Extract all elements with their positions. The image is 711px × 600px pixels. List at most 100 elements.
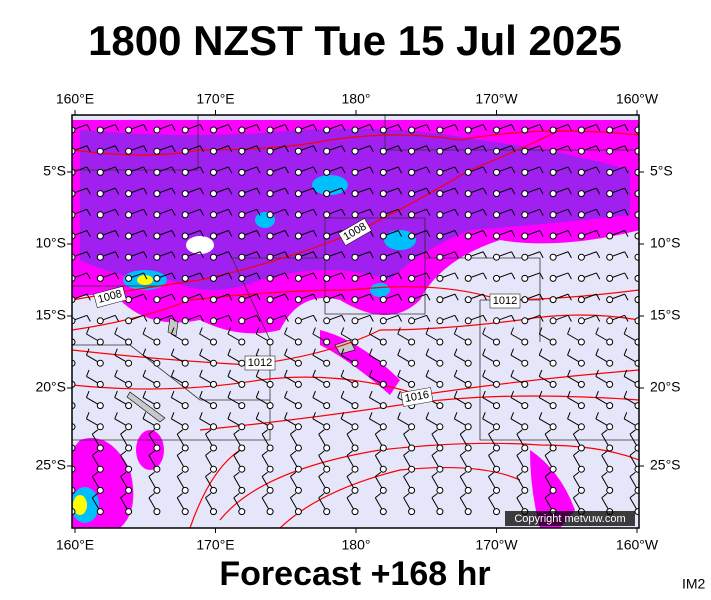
- barb-feather: [256, 209, 261, 216]
- rain-area: [80, 128, 630, 290]
- barb-feather: [256, 187, 261, 195]
- barb-feather: [454, 145, 459, 153]
- wind-barbs: [72, 124, 639, 516]
- barb-feather: [284, 145, 289, 153]
- barb-feather: [312, 124, 318, 131]
- barb-station: [266, 380, 274, 388]
- barb-station: [379, 147, 387, 155]
- barb-feather: [341, 251, 346, 259]
- barb-feather: [544, 450, 551, 456]
- barb-station: [294, 317, 302, 325]
- barb-feather: [601, 450, 608, 456]
- barb-feather: [482, 412, 486, 419]
- barb-feather: [544, 429, 551, 435]
- barb-station: [210, 296, 217, 304]
- barb-station: [294, 274, 302, 282]
- barb-station: [464, 359, 472, 367]
- barb-feather: [261, 429, 268, 435]
- barb-station: [323, 486, 331, 494]
- barb-station: [464, 402, 472, 410]
- barb-station: [408, 168, 416, 176]
- barb-feather: [148, 471, 155, 477]
- barb-feather: [539, 145, 544, 153]
- barb-feather: [312, 251, 318, 259]
- barb-feather: [623, 390, 628, 398]
- barb-station: [181, 508, 189, 516]
- barb-feather: [171, 272, 176, 280]
- barb-station: [323, 147, 331, 155]
- barb-feather: [205, 493, 212, 499]
- barb-feather: [511, 124, 516, 131]
- barb-feather: [227, 348, 232, 356]
- barb-station: [210, 190, 217, 198]
- barb-station: [351, 211, 359, 219]
- barb-feather: [114, 124, 120, 131]
- barb-station: [408, 508, 416, 516]
- barb-station: [238, 190, 246, 198]
- rain-core: [312, 175, 348, 195]
- copyright: Copyright metvuw.com: [514, 513, 625, 525]
- barb-feather: [369, 293, 374, 301]
- barb-station: [464, 380, 472, 388]
- barb-feather: [170, 390, 175, 398]
- barb-station: [577, 274, 585, 282]
- barb-feather: [176, 450, 184, 456]
- barb-station: [408, 232, 416, 240]
- barb-feather: [567, 230, 572, 237]
- barb-feather: [453, 327, 458, 335]
- barb-feather: [170, 369, 175, 377]
- barb-feather: [511, 166, 516, 174]
- lat-label: 15°S: [650, 307, 681, 323]
- barb-feather: [171, 166, 176, 174]
- barb-feather: [143, 166, 148, 174]
- barb-station: [379, 338, 387, 346]
- barb-station: [549, 402, 557, 410]
- barb-station: [549, 296, 557, 304]
- barb-station: [379, 317, 387, 325]
- barb-station: [153, 465, 161, 473]
- barb-station: [181, 359, 189, 367]
- barb-station: [153, 444, 161, 452]
- barb-feather: [624, 293, 629, 301]
- barb-feather: [199, 230, 204, 237]
- barb-feather: [142, 369, 147, 377]
- barb-station: [266, 317, 274, 325]
- barb-station: [125, 317, 133, 325]
- barb-feather: [397, 293, 403, 301]
- barb-station: [408, 465, 416, 473]
- barb-station: [379, 486, 387, 494]
- barb-feather: [488, 450, 495, 456]
- barb-station: [521, 274, 529, 282]
- barb-station: [521, 338, 529, 346]
- barb-feather: [86, 187, 91, 195]
- barb-feather: [595, 209, 601, 216]
- barb-station: [294, 444, 302, 452]
- barb-station: [408, 126, 416, 134]
- barb-feather: [425, 412, 430, 419]
- barb-feather: [114, 209, 120, 216]
- barb-station: [351, 253, 359, 261]
- lon-label: 160°W: [616, 537, 659, 553]
- barb-feather: [312, 412, 316, 419]
- barb-station: [266, 126, 274, 134]
- lon-label: 160°E: [56, 537, 94, 553]
- barb-feather: [290, 429, 297, 435]
- barb-station: [181, 126, 189, 134]
- barb-feather: [539, 187, 544, 195]
- rain-core: [73, 495, 87, 515]
- barb-feather: [403, 471, 410, 477]
- barb-station: [379, 211, 387, 219]
- barb-station: [210, 338, 217, 346]
- barb-feather: [567, 166, 572, 174]
- barb-station: [238, 338, 246, 346]
- isobar-label: 1012: [248, 357, 272, 369]
- barb-feather: [595, 251, 601, 259]
- barb-station: [493, 402, 500, 410]
- barb-station: [153, 338, 161, 346]
- barb-station: [436, 168, 444, 176]
- barb-feather: [426, 209, 431, 216]
- barb-feather: [482, 348, 486, 356]
- barb-station: [238, 359, 246, 367]
- barb-station: [96, 338, 104, 346]
- barb-feather: [397, 390, 401, 398]
